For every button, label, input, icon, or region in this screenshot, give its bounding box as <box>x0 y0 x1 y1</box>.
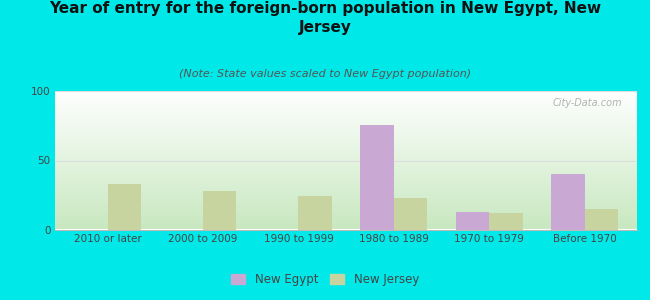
Bar <box>584 209 618 230</box>
Bar <box>298 196 332 230</box>
Legend: New Egypt, New Jersey: New Egypt, New Jersey <box>226 269 424 291</box>
Text: City-Data.com: City-Data.com <box>553 98 623 108</box>
Bar <box>489 213 523 230</box>
Text: Year of entry for the foreign-born population in New Egypt, New
Jersey: Year of entry for the foreign-born popul… <box>49 2 601 35</box>
Bar <box>394 198 427 230</box>
Bar <box>108 184 141 230</box>
Text: (Note: State values scaled to New Egypt population): (Note: State values scaled to New Egypt … <box>179 69 471 79</box>
Bar <box>456 212 489 230</box>
Bar <box>203 191 237 230</box>
Bar <box>361 124 394 230</box>
Bar <box>551 174 584 230</box>
